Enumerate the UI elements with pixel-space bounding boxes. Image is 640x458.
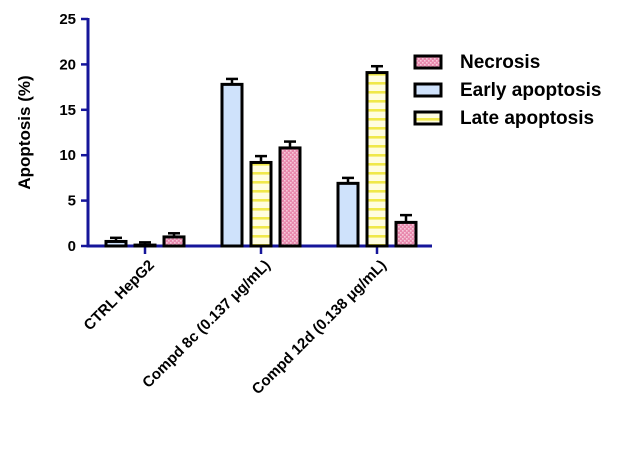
- category-label-1: Compd 8c (0.137 μg/mL): [139, 257, 274, 392]
- legend: Necrosis Early apoptosis Late apoptosis: [413, 52, 602, 129]
- y-tick-label-20: 20: [59, 56, 76, 73]
- legend-label-late-apoptosis: Late apoptosis: [460, 108, 594, 129]
- bar-necrosis-1: [278, 146, 302, 248]
- bar-early-apoptosis-0: [104, 239, 128, 248]
- bar-late-apoptosis-0: [133, 243, 157, 248]
- y-tick-label-5: 5: [68, 193, 76, 210]
- category-label-2: Compd 12d (0.138 μg/mL): [249, 257, 390, 398]
- legend-swatch-early-apoptosis: [413, 82, 443, 98]
- y-axis-title: Apoptosis (%): [15, 75, 34, 189]
- y-tick-label-0: 0: [68, 238, 76, 255]
- bar-late-apoptosis-1: [249, 160, 273, 248]
- y-tick-label-10: 10: [59, 147, 76, 164]
- bars: [104, 64, 418, 248]
- legend-swatch-necrosis: [413, 54, 443, 70]
- bar-early-apoptosis-2: [336, 181, 360, 248]
- y-tick-label-25: 25: [59, 11, 76, 28]
- legend-label-early-apoptosis: Early apoptosis: [460, 80, 602, 101]
- legend-swatch-late-apoptosis: [413, 110, 443, 126]
- category-label-0: CTRL HepG2: [81, 257, 158, 334]
- bar-necrosis-0: [162, 235, 186, 248]
- bar-necrosis-2: [394, 220, 418, 248]
- bar-late-apoptosis-2: [365, 71, 389, 248]
- y-tick-label-15: 15: [59, 102, 76, 119]
- bar-early-apoptosis-1: [220, 82, 244, 248]
- legend-label-necrosis: Necrosis: [460, 52, 540, 73]
